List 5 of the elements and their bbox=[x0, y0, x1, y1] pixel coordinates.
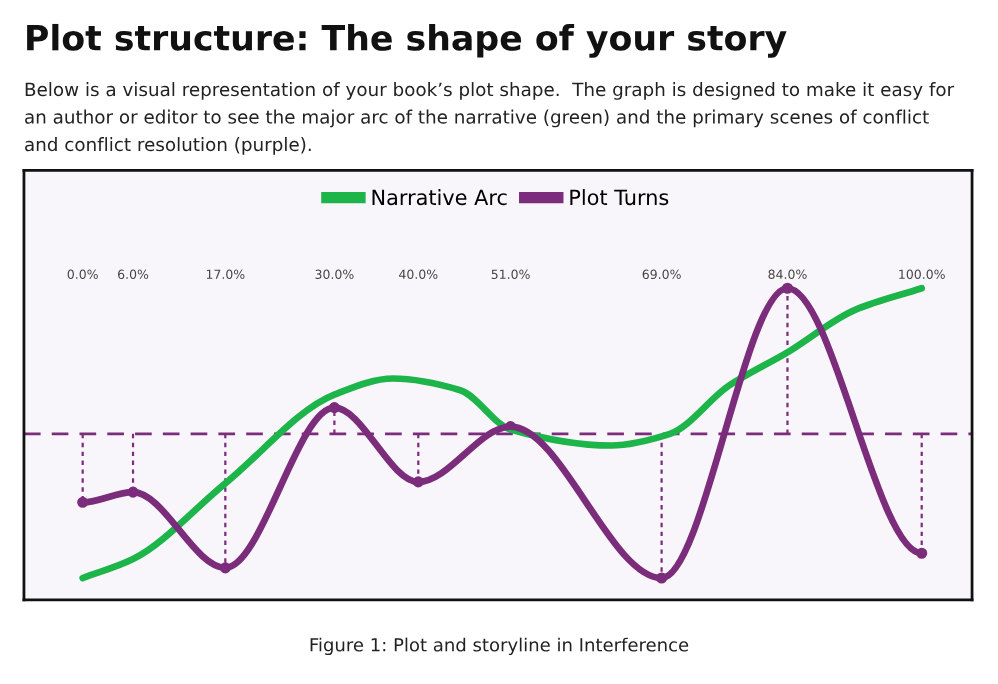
legend-label: Plot Turns bbox=[570, 189, 669, 206]
legend-label: Narrative Arc bbox=[372, 189, 507, 206]
caption: Figure 1: Plot and storyline in Interference bbox=[310, 637, 689, 656]
chart-title: Plot structure: The shape of your story bbox=[27, 23, 787, 58]
chart-subtitle: Below is a visual representation of your book’s plot shape. The graph is designed to make it easy for an author or editor to see the major arc of the narrative (green) and the primary scenes of conflict and conflict resolution (purple). bbox=[25, 82, 955, 155]
